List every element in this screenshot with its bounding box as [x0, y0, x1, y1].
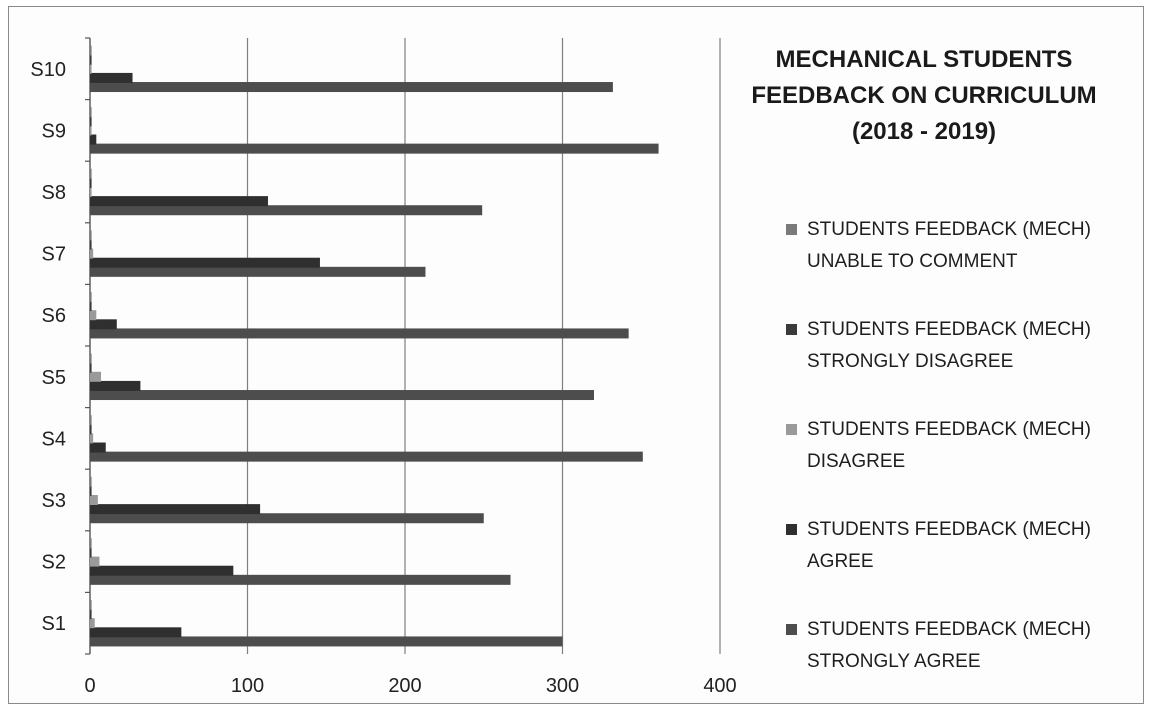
bar [90, 72, 133, 83]
bar [90, 451, 643, 462]
bar [90, 328, 629, 339]
legend-label: STUDENTS FEEDBACK (MECH) AGREE [807, 519, 1091, 572]
bar [90, 168, 92, 179]
y-tick-label: S4 [42, 428, 66, 450]
bar [90, 319, 117, 330]
bar [90, 143, 659, 154]
bar [90, 196, 268, 207]
bar [90, 54, 92, 65]
legend-item: STUDENTS FEEDBACK (MECH) AGREE [786, 514, 1146, 614]
bar [90, 107, 92, 118]
bar [90, 504, 261, 515]
legend-label: STUDENTS FEEDBACK (MECH) DISAGREE [807, 419, 1091, 472]
bar [90, 599, 92, 610]
bar [90, 565, 234, 576]
bar [90, 116, 92, 127]
bar [90, 380, 141, 391]
bar [90, 547, 92, 558]
bar [90, 257, 320, 268]
bar [90, 433, 94, 444]
bar [90, 495, 98, 505]
x-tick-label: 300 [546, 675, 579, 697]
bar [90, 205, 483, 216]
legend-swatch [786, 624, 797, 635]
legend-swatch [786, 524, 797, 535]
bar [90, 627, 182, 638]
bar [90, 134, 97, 145]
bar [90, 177, 92, 188]
bar [90, 609, 92, 620]
bar [90, 63, 92, 74]
y-tick-label: S6 [42, 305, 66, 327]
bar [90, 390, 594, 401]
legend-item: STUDENTS FEEDBACK (MECH) STRONGLY DISAGR… [786, 314, 1146, 414]
x-tick-label: 0 [84, 675, 95, 697]
bar [90, 485, 92, 496]
y-tick-label: S9 [42, 120, 66, 142]
bar [90, 230, 92, 241]
bar [90, 574, 511, 585]
y-tick-label: S3 [42, 490, 66, 512]
chart-frame [8, 6, 1144, 704]
x-tick-label: 400 [703, 675, 736, 697]
bar [90, 476, 92, 487]
bar [90, 301, 92, 312]
bar [90, 618, 95, 629]
bar [90, 45, 92, 56]
bar [90, 415, 92, 426]
y-tick-label: S7 [42, 244, 66, 266]
chart-legend: STUDENTS FEEDBACK (MECH) UNABLE TO COMME… [786, 214, 1146, 714]
bar [90, 353, 92, 364]
bar [90, 371, 102, 382]
legend-swatch [786, 224, 797, 235]
bar [90, 513, 484, 524]
legend-swatch [786, 424, 797, 435]
bar [90, 538, 92, 549]
bar [90, 424, 92, 435]
bar [90, 239, 92, 250]
y-tick-label: S2 [42, 552, 66, 574]
bar [90, 556, 100, 567]
bar [90, 187, 92, 197]
bar [90, 310, 97, 321]
bar [90, 248, 94, 259]
y-tick-label: S10 [30, 59, 66, 81]
legend-item: STUDENTS FEEDBACK (MECH) DISAGREE [786, 414, 1146, 514]
bar [90, 266, 426, 277]
legend-item: STUDENTS FEEDBACK (MECH) STRONGLY AGREE [786, 614, 1146, 714]
x-tick-label: 100 [231, 675, 264, 697]
legend-label: STUDENTS FEEDBACK (MECH) UNABLE TO COMME… [807, 219, 1091, 272]
bar [90, 636, 563, 647]
y-tick-label: S1 [42, 613, 66, 635]
legend-label: STUDENTS FEEDBACK (MECH) STRONGLY DISAGR… [807, 319, 1091, 372]
legend-swatch [786, 324, 797, 335]
legend-label: STUDENTS FEEDBACK (MECH) STRONGLY AGREE [807, 619, 1091, 672]
bar [90, 291, 92, 302]
bar [90, 362, 92, 373]
y-tick-label: S8 [42, 182, 66, 204]
x-tick-label: 200 [388, 675, 421, 697]
bar [90, 442, 106, 453]
legend-item: STUDENTS FEEDBACK (MECH) UNABLE TO COMME… [786, 214, 1146, 314]
chart-title: MECHANICAL STUDENTS FEEDBACK ON CURRICUL… [751, 46, 1097, 145]
bar [90, 125, 92, 136]
y-tick-label: S5 [42, 367, 66, 389]
bar [90, 82, 613, 93]
